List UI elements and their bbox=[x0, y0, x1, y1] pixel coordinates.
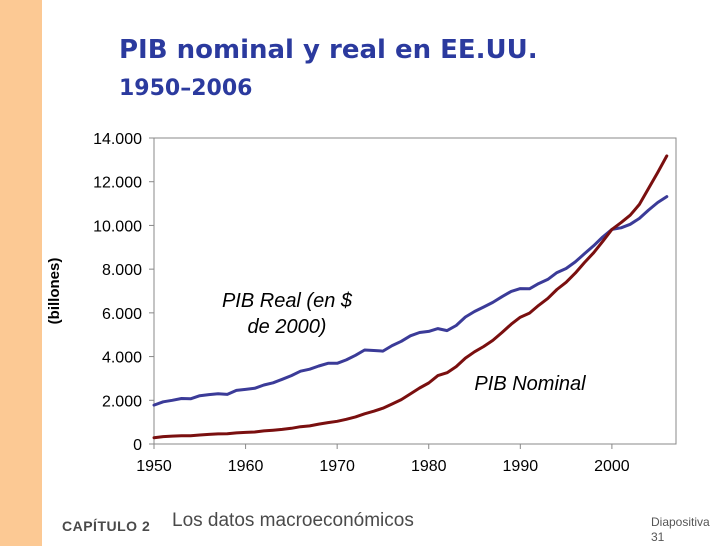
x-tick-label: 1990 bbox=[503, 458, 539, 475]
footer-topic: Los datos macroeconómicos bbox=[172, 510, 414, 531]
slide-title: PIB nominal y real en EE.UU. bbox=[119, 35, 538, 65]
y-tick-label: 6.000 bbox=[102, 306, 142, 323]
y-tick-label: 2.000 bbox=[102, 393, 142, 410]
slide-subtitle: 1950–2006 bbox=[119, 76, 253, 101]
series-lines bbox=[152, 154, 669, 440]
footer-chapter: CAPÍTULO 2 bbox=[62, 518, 151, 534]
y-axis-label: (billones) bbox=[46, 258, 63, 325]
x-tick-label: 1980 bbox=[411, 458, 447, 475]
real-gdp-line bbox=[152, 195, 669, 407]
real-gdp-label-line-2: de 2000) bbox=[248, 316, 327, 338]
y-tick-label: 14.000 bbox=[93, 131, 142, 148]
slide-number: 31 bbox=[651, 530, 665, 544]
side-band bbox=[0, 0, 42, 546]
x-tick-label: 2000 bbox=[594, 458, 630, 475]
slide-number-block: Diapositiva 31 bbox=[651, 515, 726, 545]
y-axis: 0 2.000 4.000 6.000 8.000 10.000 12.000 14.000 bbox=[93, 131, 154, 454]
y-tick-label: 10.000 bbox=[93, 218, 142, 235]
x-tick-label: 1970 bbox=[319, 458, 355, 475]
x-tick-label: 1960 bbox=[228, 458, 264, 475]
x-axis: 1950 1960 1970 1980 1990 2000 bbox=[136, 444, 630, 475]
x-tick-label: 1950 bbox=[136, 458, 172, 475]
y-tick-label: 4.000 bbox=[102, 350, 142, 367]
y-tick-label: 12.000 bbox=[93, 175, 142, 192]
nominal-gdp-line bbox=[152, 154, 669, 440]
nominal-gdp-label: PIB Nominal bbox=[474, 373, 586, 395]
real-gdp-label-line-1: PIB Real (en $ bbox=[222, 290, 353, 312]
slide-label: Diapositiva bbox=[651, 515, 710, 529]
y-tick-label: 8.000 bbox=[102, 262, 142, 279]
plot-frame bbox=[153, 137, 677, 445]
y-tick-label: 0 bbox=[133, 437, 142, 454]
